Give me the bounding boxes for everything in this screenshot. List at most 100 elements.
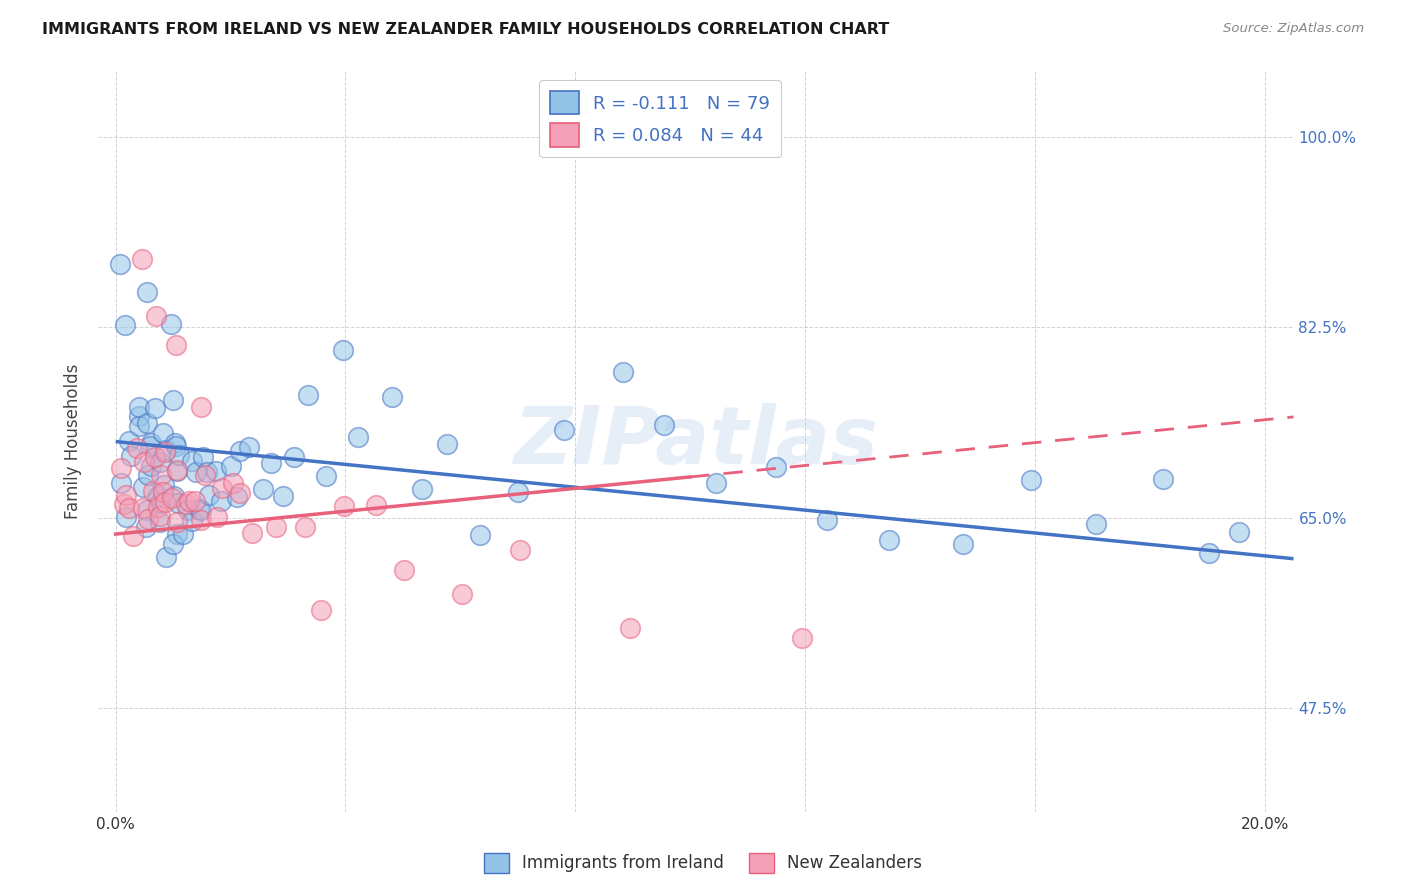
Point — [283, 450, 305, 465]
Point — [190, 401, 212, 415]
Point — [152, 485, 174, 500]
Point — [260, 457, 283, 471]
Point — [128, 409, 150, 423]
Point — [160, 317, 183, 331]
Point — [128, 400, 150, 414]
Point — [131, 252, 153, 267]
Point — [136, 512, 159, 526]
Point — [166, 439, 188, 453]
Point — [143, 401, 166, 415]
Point — [879, 533, 901, 547]
Point — [309, 603, 332, 617]
Point — [128, 418, 150, 433]
Point — [704, 476, 727, 491]
Point — [380, 391, 402, 405]
Point — [160, 491, 183, 506]
Point — [166, 515, 188, 529]
Point — [174, 497, 197, 511]
Point — [815, 513, 838, 527]
Point — [229, 486, 252, 500]
Point — [121, 529, 143, 543]
Point — [191, 450, 214, 465]
Point — [315, 469, 337, 483]
Point — [1152, 472, 1174, 486]
Point — [790, 631, 813, 645]
Point — [205, 464, 228, 478]
Point — [222, 476, 245, 491]
Point — [172, 526, 194, 541]
Point — [619, 621, 641, 635]
Point — [186, 465, 208, 479]
Point — [118, 501, 141, 516]
Point — [136, 285, 159, 300]
Point — [411, 482, 433, 496]
Point — [181, 454, 204, 468]
Legend: R = -0.111   N = 79, R = 0.084   N = 44: R = -0.111 N = 79, R = 0.084 N = 44 — [538, 80, 782, 158]
Point — [252, 482, 274, 496]
Point — [155, 549, 177, 564]
Point — [332, 343, 354, 358]
Point — [347, 430, 370, 444]
Point — [149, 509, 172, 524]
Point — [163, 436, 186, 450]
Point — [120, 449, 142, 463]
Point — [112, 497, 135, 511]
Point — [145, 310, 167, 324]
Point — [162, 537, 184, 551]
Point — [146, 500, 169, 514]
Point — [195, 465, 218, 479]
Point — [143, 450, 166, 464]
Point — [468, 528, 491, 542]
Point — [264, 520, 287, 534]
Point — [150, 468, 173, 483]
Point — [136, 416, 159, 430]
Point — [506, 485, 529, 500]
Point — [132, 501, 155, 516]
Point — [1227, 525, 1250, 540]
Point — [153, 478, 176, 492]
Point — [166, 463, 188, 477]
Point — [1084, 517, 1107, 532]
Point — [114, 318, 136, 332]
Point — [190, 513, 212, 527]
Point — [163, 489, 186, 503]
Point — [271, 489, 294, 503]
Point — [209, 493, 232, 508]
Point — [115, 488, 138, 502]
Point — [211, 481, 233, 495]
Point — [553, 423, 575, 437]
Point — [152, 426, 174, 441]
Point — [166, 464, 188, 478]
Point — [155, 494, 177, 508]
Point — [221, 458, 243, 473]
Point — [155, 442, 177, 457]
Point — [194, 468, 217, 483]
Point — [509, 542, 531, 557]
Point — [198, 488, 221, 502]
Point — [139, 438, 162, 452]
Point — [149, 455, 172, 469]
Point — [148, 489, 170, 503]
Point — [1019, 473, 1042, 487]
Point — [131, 480, 153, 494]
Point — [366, 498, 388, 512]
Point — [177, 502, 200, 516]
Point — [207, 510, 229, 524]
Point — [436, 437, 458, 451]
Point — [162, 393, 184, 408]
Point — [187, 501, 209, 516]
Point — [652, 418, 675, 433]
Point — [229, 444, 252, 458]
Point — [952, 537, 974, 551]
Point — [392, 563, 415, 577]
Point — [134, 454, 156, 468]
Point — [110, 476, 132, 491]
Point — [135, 503, 157, 517]
Point — [297, 387, 319, 401]
Text: ZIPatlas: ZIPatlas — [513, 402, 879, 481]
Point — [1198, 546, 1220, 560]
Point — [238, 440, 260, 454]
Point — [125, 441, 148, 455]
Legend: Immigrants from Ireland, New Zealanders: Immigrants from Ireland, New Zealanders — [477, 847, 929, 880]
Point — [166, 526, 188, 541]
